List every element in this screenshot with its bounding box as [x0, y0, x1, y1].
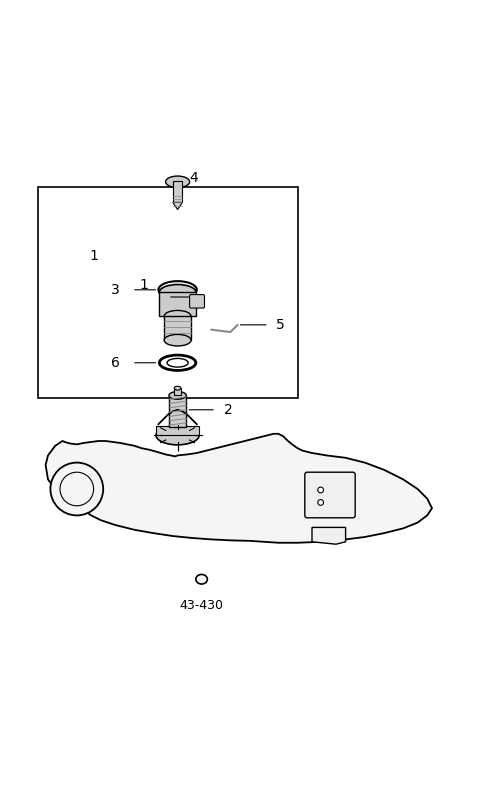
Text: 6: 6	[111, 356, 120, 369]
Bar	[156, 426, 199, 435]
Text: 1: 1	[140, 278, 148, 292]
Text: 5: 5	[276, 318, 285, 332]
Bar	[174, 388, 181, 395]
Bar	[159, 292, 196, 316]
Ellipse shape	[167, 358, 188, 367]
Ellipse shape	[159, 285, 196, 300]
FancyBboxPatch shape	[305, 472, 355, 518]
Ellipse shape	[318, 485, 325, 493]
Ellipse shape	[166, 285, 189, 295]
Ellipse shape	[159, 355, 196, 370]
Text: 1: 1	[89, 249, 98, 263]
Polygon shape	[312, 527, 346, 544]
Bar	[38, 186, 298, 398]
Text: 2: 2	[224, 402, 232, 417]
Ellipse shape	[50, 463, 103, 516]
Ellipse shape	[174, 386, 181, 390]
Ellipse shape	[164, 334, 191, 346]
Text: 3: 3	[111, 283, 120, 297]
Ellipse shape	[318, 487, 324, 493]
Ellipse shape	[318, 500, 324, 505]
Text: 4: 4	[190, 171, 198, 185]
Ellipse shape	[164, 310, 191, 322]
Ellipse shape	[169, 391, 186, 399]
Ellipse shape	[196, 575, 207, 584]
Bar	[164, 316, 191, 340]
Polygon shape	[173, 203, 182, 210]
Polygon shape	[46, 434, 432, 543]
Bar	[173, 181, 182, 203]
Bar	[169, 395, 186, 427]
Ellipse shape	[166, 176, 190, 188]
Ellipse shape	[60, 472, 94, 506]
Ellipse shape	[158, 281, 197, 299]
Text: 43-430: 43-430	[180, 599, 224, 612]
FancyBboxPatch shape	[190, 295, 204, 308]
Ellipse shape	[156, 426, 199, 445]
